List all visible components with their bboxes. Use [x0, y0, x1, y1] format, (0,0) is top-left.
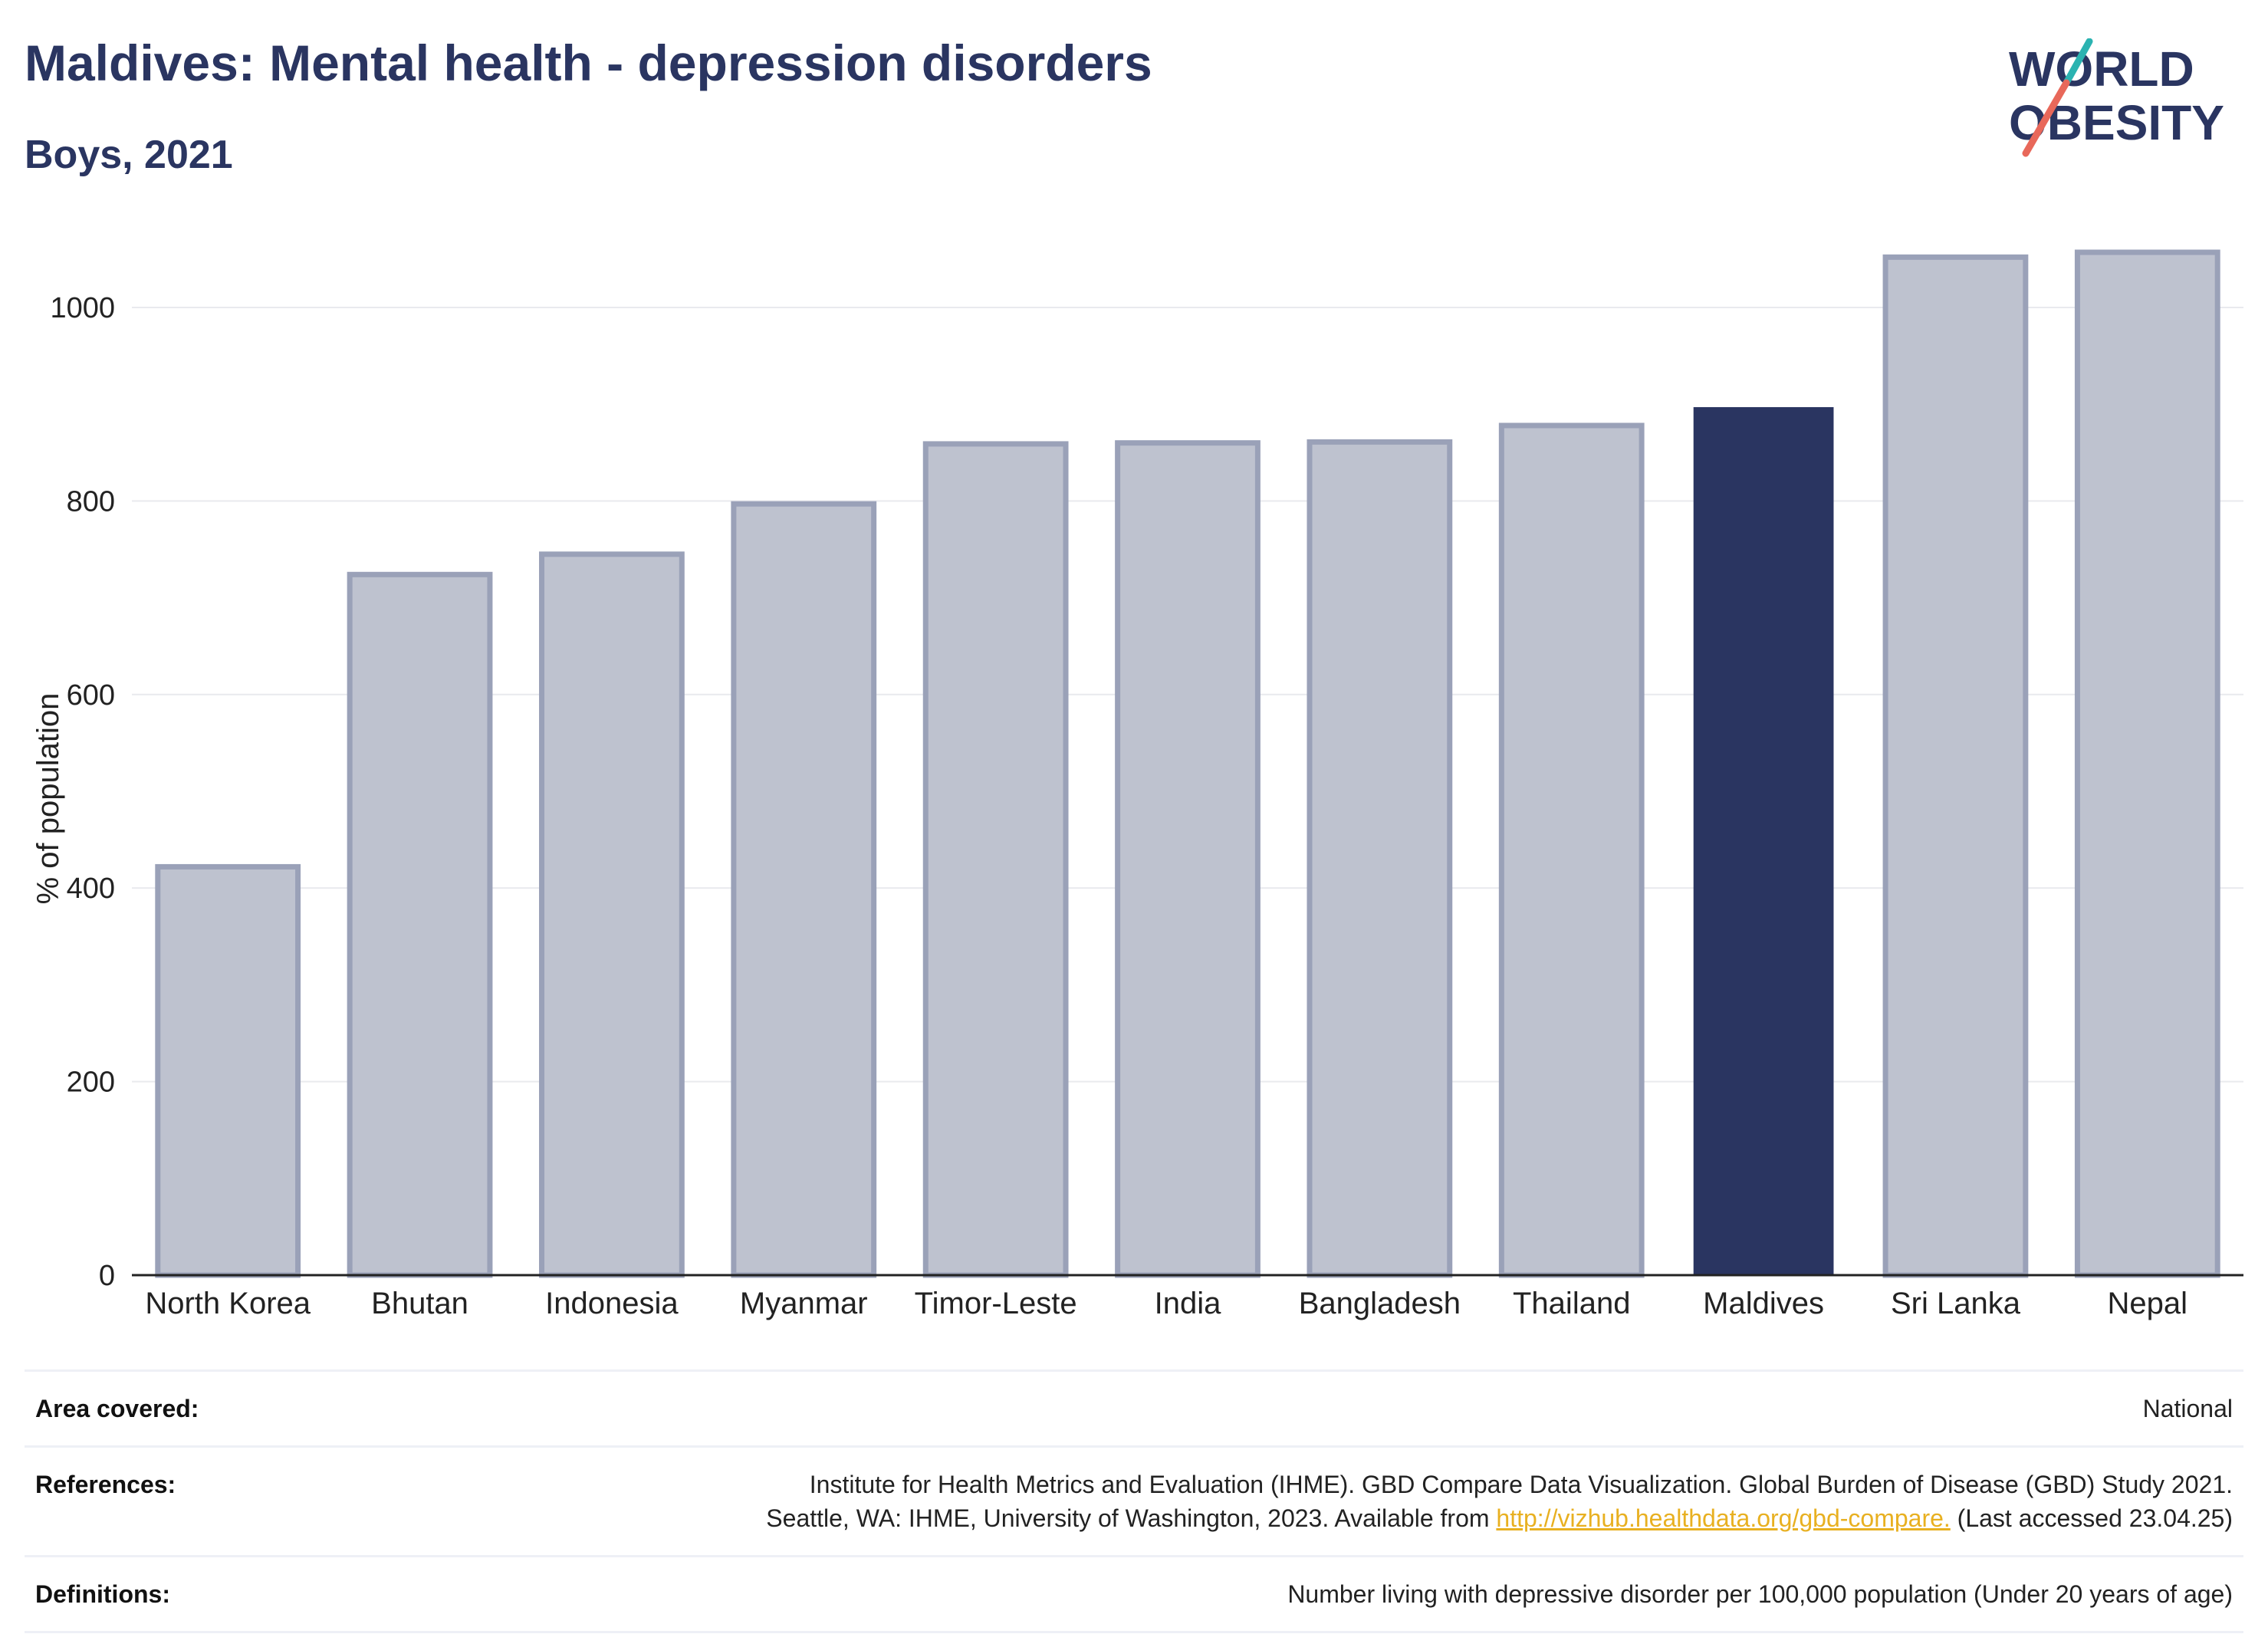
bar-myanmar — [731, 501, 877, 1278]
bar-timor-leste — [922, 441, 1069, 1278]
y-tick-labels: 0 200 400 600 800 1000 — [50, 292, 115, 1292]
logo-text-world: WORLD — [2009, 41, 2194, 97]
bar-sri-lanka — [1882, 254, 2029, 1278]
info-row-references: References: Institute for Health Metrics… — [25, 1445, 2243, 1555]
references-line1: Institute for Health Metrics and Evaluat… — [809, 1471, 2233, 1498]
bar-bhutan — [347, 571, 493, 1278]
x-tick-label: India — [1155, 1287, 1221, 1320]
bar-india — [1115, 440, 1261, 1278]
bar-nepal — [2074, 249, 2220, 1278]
x-tick-label: Bhutan — [371, 1287, 468, 1320]
bar-north-korea — [155, 863, 301, 1278]
definitions-value: Number living with depressive disorder p… — [1287, 1580, 2233, 1608]
bar-chart: 0 200 400 600 800 1000 North Korea Bhutan Indon… — [31, 249, 2243, 1320]
bar-maldives — [1693, 406, 1834, 1275]
y-tick-label: 800 — [67, 485, 115, 518]
x-tick-label: Thailand — [1513, 1287, 1630, 1320]
y-tick-label: 200 — [67, 1067, 115, 1099]
definitions-label: Definitions: — [35, 1580, 170, 1608]
bar-indonesia — [539, 551, 685, 1278]
y-tick-label: 1000 — [50, 292, 115, 324]
world-obesity-logo: WORLD OBESITY — [2009, 38, 2224, 157]
y-tick-label: 600 — [67, 679, 115, 712]
x-tick-label: Indonesia — [545, 1287, 679, 1320]
x-tick-label: Sri Lanka — [1891, 1287, 2021, 1320]
x-tick-label: Myanmar — [740, 1287, 868, 1320]
references-line2-pre: Seattle, WA: IHME, University of Washing… — [766, 1504, 1497, 1532]
chart-subtitle: Boys, 2021 — [25, 133, 233, 177]
y-axis-label: % of population — [31, 693, 65, 905]
x-tick-label: Bangladesh — [1299, 1287, 1461, 1320]
references-label: References: — [35, 1471, 176, 1498]
references-line2-post: (Last accessed 23.04.25) — [1950, 1504, 2233, 1532]
references-value: Institute for Health Metrics and Evaluat… — [766, 1468, 2233, 1535]
references-link[interactable]: http://vizhub.healthdata.org/gbd-compare… — [1496, 1504, 1951, 1532]
area-value: National — [2142, 1395, 2233, 1422]
logo-slash-bottom — [2022, 79, 2070, 157]
info-row-definitions: Definitions: Number living with depressi… — [25, 1555, 2243, 1633]
bars — [155, 249, 2220, 1278]
x-tick-labels: North Korea Bhutan Indonesia Myanmar Timor-L… — [145, 1287, 2187, 1320]
y-tick-label: 400 — [67, 873, 115, 905]
x-tick-label: Maldives — [1703, 1287, 1824, 1320]
logo-slash-top — [2063, 38, 2093, 87]
area-label: Area covered: — [35, 1395, 199, 1422]
bar-bangladesh — [1307, 439, 1453, 1278]
x-tick-label: North Korea — [145, 1287, 311, 1320]
chart-title: Maldives: Mental health - depression dis… — [25, 35, 1152, 91]
bar-thailand — [1498, 422, 1645, 1278]
y-tick-label: 0 — [99, 1260, 115, 1292]
x-tick-label: Timor-Leste — [915, 1287, 1077, 1320]
x-tick-label: Nepal — [2108, 1287, 2188, 1320]
info-row-area: Area covered: National — [25, 1369, 2243, 1445]
info-table: Area covered: National References: Insti… — [25, 1369, 2243, 1633]
